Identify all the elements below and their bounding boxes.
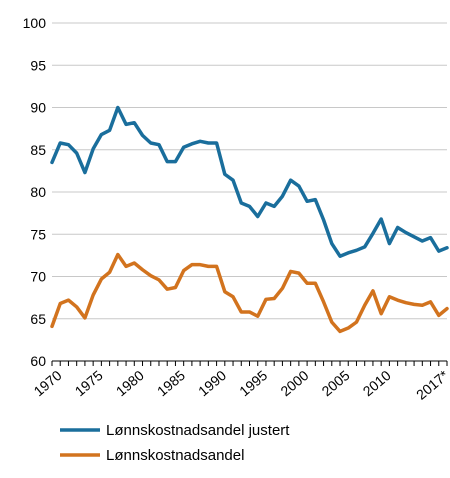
x-tick-label: 2010 — [360, 367, 394, 399]
y-tick-label: 85 — [30, 142, 46, 158]
y-tick-label: 70 — [30, 269, 46, 285]
series-line-2 — [50, 252, 449, 334]
x-tick-label: 1995 — [236, 367, 270, 399]
y-tick-label: 60 — [30, 353, 46, 369]
x-tick-label: 1980 — [113, 367, 147, 399]
y-tick-label: 95 — [30, 57, 46, 73]
x-tick-label: 1970 — [30, 367, 64, 399]
y-tick-label: 100 — [23, 15, 47, 31]
series-line-1 — [50, 105, 449, 258]
x-tick-label: 1985 — [154, 367, 188, 399]
y-tick-label: 80 — [30, 184, 46, 200]
x-tick-label: 1990 — [195, 367, 229, 399]
y-tick-label: 75 — [30, 226, 46, 242]
x-axis: 1970 1975 1980 1985 1990 1995 2000 2005 2010 2017… — [30, 360, 450, 403]
x-tick-label: 1975 — [72, 367, 106, 399]
grid-lines — [52, 22, 447, 320]
y-tick-label: 65 — [30, 311, 46, 327]
legend-label: Lønnskostnadsandel justert — [106, 422, 290, 439]
x-tick-label: 2005 — [318, 367, 352, 399]
y-axis-ticks: 60 65 70 75 80 85 90 95 100 — [23, 15, 47, 369]
y-tick-label: 90 — [30, 100, 46, 116]
series-lines — [50, 105, 449, 334]
x-tick-label: 2017* — [413, 367, 450, 403]
legend: Lønnskostnadsandel justert Lønnskostnadsa… — [60, 422, 290, 464]
legend-label: Lønnskostnadsandel — [106, 447, 244, 464]
x-tick-label: 2000 — [277, 367, 311, 399]
